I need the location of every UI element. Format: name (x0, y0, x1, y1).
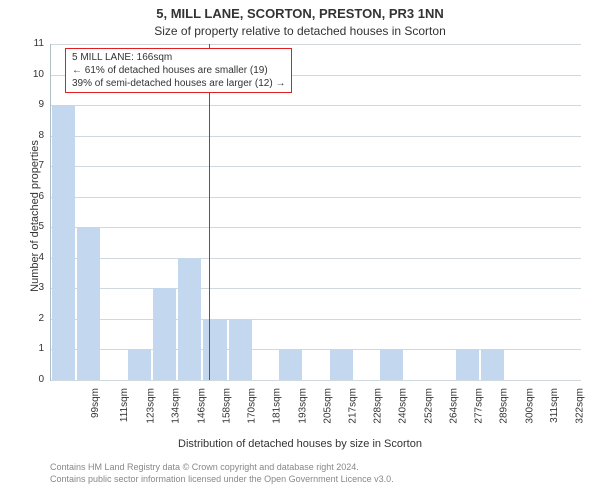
y-tick-label: 0 (24, 374, 44, 385)
attribution-line1: Contains HM Land Registry data © Crown c… (50, 462, 394, 474)
marker-line (209, 44, 210, 380)
x-tick-label: 134sqm (171, 388, 182, 424)
x-tick-label: 289sqm (499, 388, 510, 424)
bar (380, 349, 403, 380)
y-axis-label: Number of detached properties (29, 91, 41, 341)
x-tick-label: 193sqm (297, 388, 308, 424)
x-tick-label: 181sqm (272, 388, 283, 424)
y-tick-label: 3 (24, 282, 44, 293)
x-axis-label: Distribution of detached houses by size … (0, 438, 600, 450)
y-tick-label: 5 (24, 221, 44, 232)
y-tick-label: 4 (24, 252, 44, 263)
bar (77, 227, 100, 380)
x-tick-label: 240sqm (398, 388, 409, 424)
grid-line (51, 258, 581, 259)
info-box-line3: 39% of semi-detached houses are larger (… (72, 77, 285, 90)
info-box-line2: ← 61% of detached houses are smaller (19… (72, 64, 285, 77)
plot-area (50, 44, 581, 381)
bar (481, 349, 504, 380)
grid-line (51, 288, 581, 289)
y-tick-label: 7 (24, 160, 44, 171)
bar (128, 349, 151, 380)
bar (203, 319, 226, 380)
y-tick-label: 6 (24, 191, 44, 202)
x-tick-label: 205sqm (322, 388, 333, 424)
y-tick-label: 9 (24, 99, 44, 110)
x-tick-label: 228sqm (373, 388, 384, 424)
x-tick-label: 111sqm (119, 388, 130, 422)
bar (456, 349, 479, 380)
x-tick-label: 300sqm (524, 388, 535, 424)
x-tick-label: 322sqm (575, 388, 586, 424)
bar (330, 349, 353, 380)
grid-line (51, 105, 581, 106)
info-box: 5 MILL LANE: 166sqm ← 61% of detached ho… (65, 48, 292, 93)
grid-line (51, 166, 581, 167)
x-tick-label: 158sqm (221, 388, 232, 424)
grid-line (51, 319, 581, 320)
chart-container: { "titles": { "main": "5, MILL LANE, SCO… (0, 0, 600, 500)
chart-title-sub: Size of property relative to detached ho… (0, 24, 600, 38)
bar (52, 105, 75, 380)
y-tick-label: 10 (24, 69, 44, 80)
x-tick-label: 264sqm (449, 388, 460, 424)
attribution: Contains HM Land Registry data © Crown c… (50, 462, 394, 485)
x-tick-label: 99sqm (90, 388, 101, 418)
y-tick-label: 11 (24, 38, 44, 49)
bar (178, 258, 201, 380)
x-tick-label: 170sqm (247, 388, 258, 424)
x-tick-label: 217sqm (348, 388, 359, 424)
bar (153, 288, 176, 380)
grid-line (51, 197, 581, 198)
y-tick-label: 2 (24, 313, 44, 324)
x-tick-label: 252sqm (423, 388, 434, 424)
chart-title-main: 5, MILL LANE, SCORTON, PRESTON, PR3 1NN (0, 6, 600, 21)
bar (279, 349, 302, 380)
grid-line (51, 44, 581, 45)
info-box-line1: 5 MILL LANE: 166sqm (72, 51, 285, 64)
grid-line (51, 380, 581, 381)
x-tick-label: 311sqm (549, 388, 560, 423)
x-tick-label: 277sqm (474, 388, 485, 424)
x-tick-label: 123sqm (146, 388, 157, 424)
attribution-line2: Contains public sector information licen… (50, 474, 394, 486)
y-tick-label: 1 (24, 343, 44, 354)
grid-line (51, 227, 581, 228)
grid-line (51, 136, 581, 137)
bar (229, 319, 252, 380)
y-tick-label: 8 (24, 130, 44, 141)
x-tick-label: 146sqm (196, 388, 207, 424)
